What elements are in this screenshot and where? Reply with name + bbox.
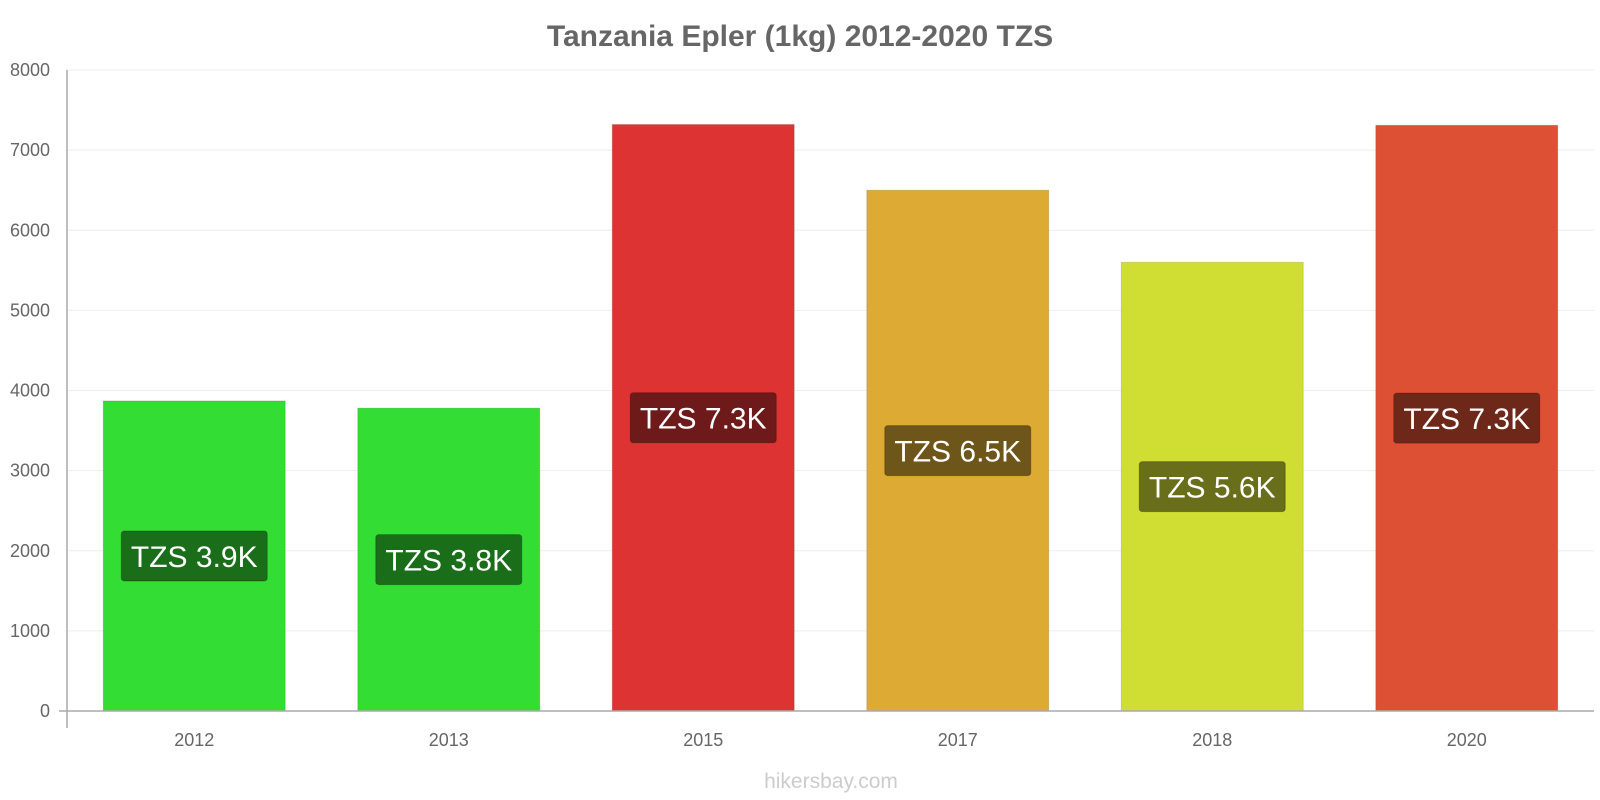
x-tick-label: 2012 bbox=[174, 730, 214, 750]
data-label: TZS 7.3K bbox=[640, 403, 767, 436]
gridlines bbox=[67, 69, 1594, 632]
data-label-box bbox=[629, 392, 777, 444]
data-label-box bbox=[884, 425, 1032, 477]
chart-title: Tanzania Epler (1kg) 2012-2020 TZS bbox=[547, 20, 1053, 53]
y-tick-label: 0 bbox=[40, 701, 50, 721]
data-label: TZS 6.5K bbox=[894, 436, 1021, 469]
data-label: TZS 3.8K bbox=[385, 545, 512, 578]
data-label-box bbox=[1393, 392, 1541, 444]
x-tick-label: 2017 bbox=[938, 730, 978, 750]
bars bbox=[102, 123, 1559, 712]
y-tick-label: 5000 bbox=[10, 300, 50, 320]
data-label-box bbox=[1138, 461, 1286, 513]
y-tick-label: 8000 bbox=[10, 60, 50, 80]
data-labels: TZS 3.9K TZS 3.8K TZS 7.3K TZS 6.5K TZS 5.6K… bbox=[120, 392, 1541, 586]
x-tick-label: 2015 bbox=[683, 730, 723, 750]
watermark: hikersbay.com bbox=[764, 770, 898, 793]
x-tick-label: 2018 bbox=[1192, 730, 1232, 750]
data-label: TZS 7.3K bbox=[1403, 403, 1530, 436]
data-label: TZS 3.9K bbox=[131, 541, 258, 574]
data-label-box bbox=[375, 534, 523, 586]
y-tick-label: 1000 bbox=[10, 621, 50, 641]
data-label: TZS 5.6K bbox=[1149, 472, 1276, 505]
x-tick-label: 2013 bbox=[429, 730, 469, 750]
x-tick-label: 2020 bbox=[1447, 730, 1487, 750]
axes: 0 1000 2000 3000 4000 5000 6000 7000 8000 2012 201… bbox=[10, 60, 1594, 750]
y-tick-label: 7000 bbox=[10, 140, 50, 160]
y-tick-label: 6000 bbox=[10, 220, 50, 240]
y-tick-label: 2000 bbox=[10, 541, 50, 561]
data-label-box bbox=[120, 530, 268, 582]
y-tick-label: 3000 bbox=[10, 461, 50, 481]
y-tick-label: 4000 bbox=[10, 381, 50, 401]
